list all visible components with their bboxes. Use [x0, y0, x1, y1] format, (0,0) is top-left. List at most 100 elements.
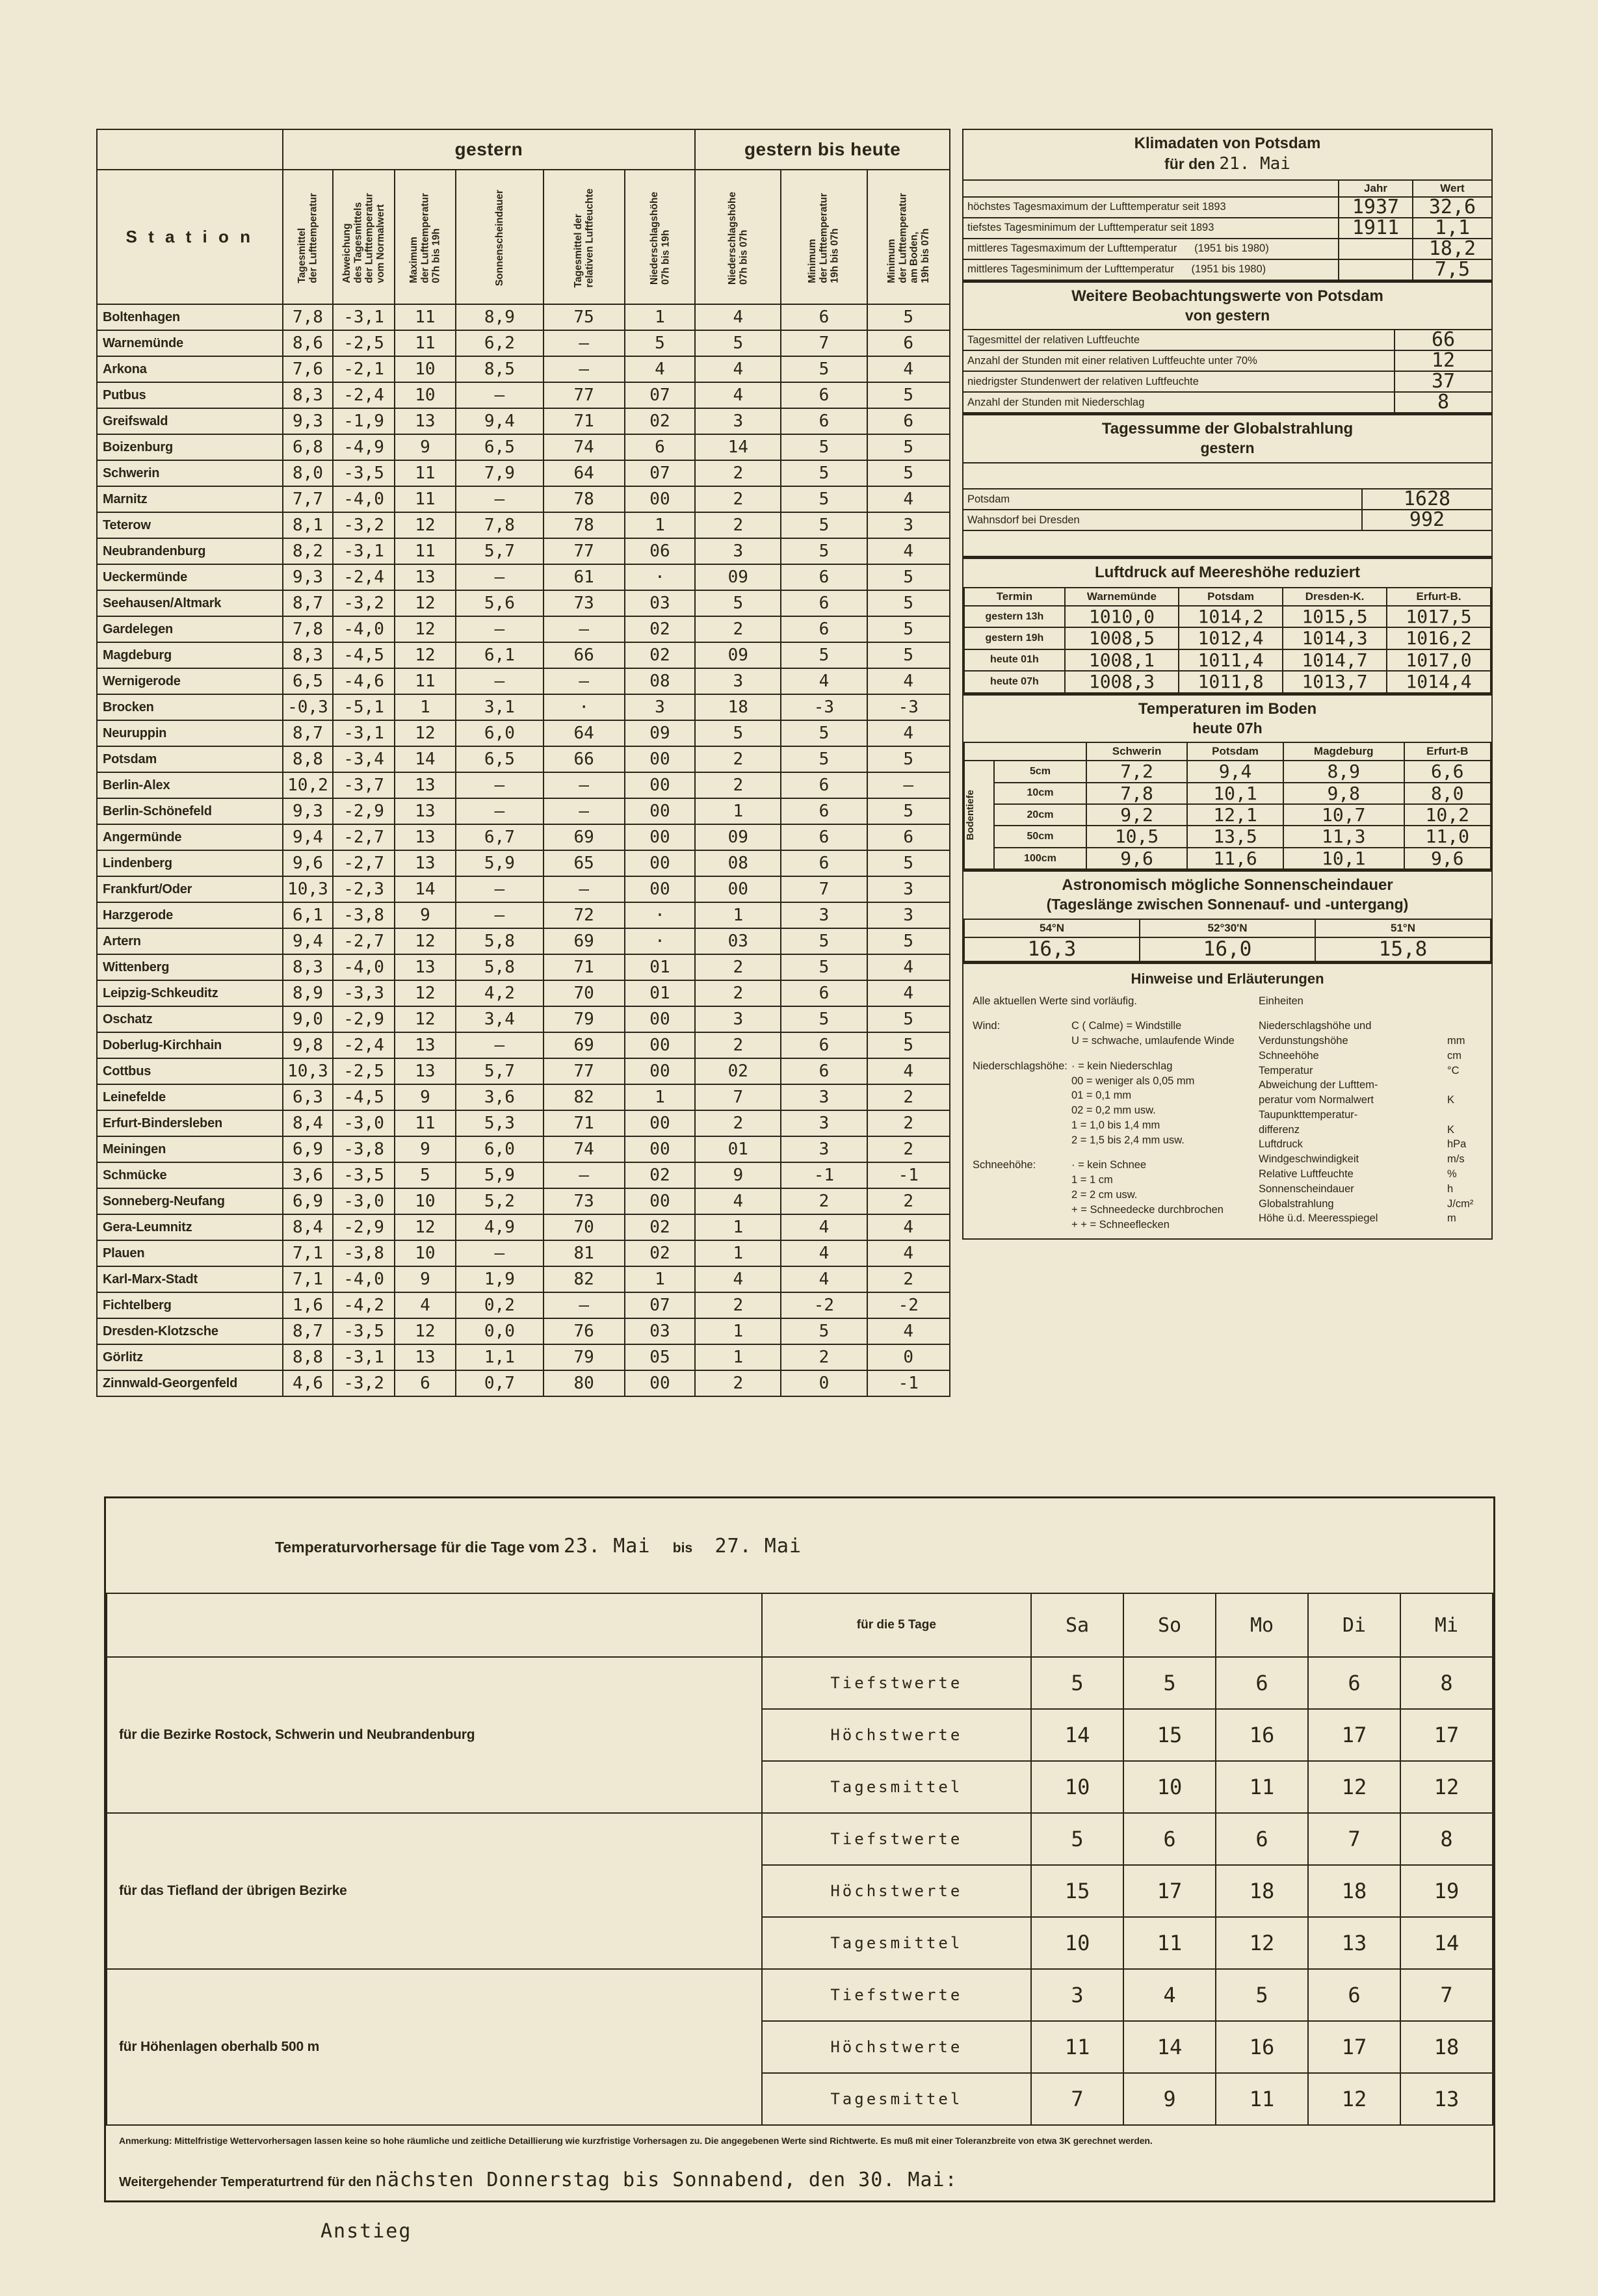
station-value-6: 00 [623, 876, 696, 903]
luftdruck-table: Termin Warnemünde Potsdam Dresden-K. Erfurt-… [963, 587, 1491, 694]
station-value-3: 11 [393, 668, 457, 695]
column-header-text-4: Sonnenscheindauer [493, 190, 505, 287]
station-value-8: 3 [780, 1084, 868, 1111]
bodentemperatur-value-2: 9,8 [1282, 781, 1405, 805]
station-value-2: -3,7 [332, 772, 395, 799]
forecast-value-0: 5 [1030, 1812, 1125, 1866]
station-value-9: 4 [866, 954, 950, 981]
luftdruck-column-header-0: Termin [963, 587, 1066, 607]
sonnenscheindauer-value-0: 16,3 [963, 937, 1140, 962]
station-value-9: 4 [866, 1318, 950, 1345]
table-row: Karl-Marx-Stadt 7,1 -4,0 9 1,9 82 1 4 4 2 [96, 1266, 950, 1293]
legend-schnee-key [973, 1173, 1071, 1188]
legend-unit-symbol-8: hPa [1447, 1138, 1467, 1151]
legend-unit-text-5: peratur vom Normalwert [1259, 1094, 1374, 1106]
station-value-6: 1 [623, 512, 696, 539]
station-value-1: 9,0 [282, 1006, 334, 1033]
station-value-9: 5 [866, 564, 950, 591]
station-value-1: 8,0 [282, 460, 334, 487]
luftdruck-value-3: 1017,5 [1386, 605, 1491, 629]
station-value-4: 5,9 [455, 850, 544, 877]
station-value-4: — [455, 1032, 544, 1059]
beobachtungswerte-value: 8 [1394, 391, 1491, 414]
station-value-4: — [455, 902, 544, 929]
luftdruck-column-header-4: Erfurt-B. [1386, 587, 1491, 607]
station-value-8: 5 [780, 486, 868, 513]
station-value-2: -5,1 [332, 694, 395, 721]
legend-niederschlag-key [973, 1088, 1071, 1103]
forecast-day-header-3: Di [1307, 1593, 1401, 1658]
einheiten-title: Einheiten [1259, 995, 1303, 1007]
legend-niederschlag-line-4: 1 = 1,0 bis 1,4 mm [1071, 1119, 1160, 1131]
luftdruck-value-3: 1017,0 [1386, 648, 1491, 672]
station-value-3: 13 [393, 1058, 457, 1085]
table-row: Arkona 7,6 -2,1 10 8,5—4 4 5 4 [96, 356, 950, 383]
forecast-value-0: 7 [1030, 2072, 1125, 2126]
beobachtungswerte-value: 12 [1394, 350, 1491, 372]
station-value-7: 2 [694, 772, 782, 799]
station-name: Lindenberg [96, 850, 283, 877]
station-value-5: 82 [542, 1084, 625, 1111]
sonnenscheindauer-column-header-0: 54°N [963, 919, 1140, 939]
bodentemperaturen-row: 20cm 9,2 12,1 10,7 10,2 [964, 803, 1491, 827]
station-value-2: -4,5 [332, 1084, 395, 1111]
station-value-5: — [542, 1162, 625, 1189]
klimadaten-year: 1911 [1338, 216, 1413, 239]
luftdruck-column-header-2: Potsdam [1178, 587, 1284, 607]
globalstrahlung-spacer-cell [963, 462, 1491, 489]
station-value-5: 73 [542, 590, 625, 617]
beobachtungswerte-label: Anzahl der Stunden mit einer relativen L… [963, 350, 1395, 372]
forecast-day-header-4: Mi [1399, 1593, 1494, 1658]
station-value-4: 3,4 [455, 1006, 544, 1033]
luftdruck-value-1: 1014,2 [1178, 605, 1284, 629]
station-value-4: 7,8 [455, 512, 544, 539]
station-value-1: 8,4 [282, 1214, 334, 1241]
legend-unit-row: Relative Luftfeuchte% [1259, 1167, 1482, 1182]
table-row: Warnemünde 8,6 -2,5 11 6,2—5 5 7 6 [96, 330, 950, 357]
luftdruck-value-1: 1011,8 [1178, 670, 1284, 694]
station-value-4: — [455, 876, 544, 903]
station-value-3: 9 [393, 902, 457, 929]
station-value-2: -3,1 [332, 304, 395, 331]
luftdruck-value-0: 1008,3 [1064, 670, 1180, 694]
station-value-4: — [455, 382, 544, 409]
station-value-6: 06 [623, 538, 696, 565]
station-value-9: 6 [866, 330, 950, 357]
forecast-bis-label: bis [672, 1541, 693, 1556]
bodentemperatur-value-1: 10,1 [1186, 781, 1284, 805]
column-header-5: Tagesmittel der relativen Luftfeuchte [542, 169, 625, 305]
legend-niederschlag-line-3: 02 = 0,2 mm usw. [1071, 1104, 1156, 1117]
legend-schnee-line-3: + = Schneedecke durchbrochen [1071, 1203, 1224, 1216]
klimadaten-label-text: höchstes Tagesmaximum der Lufttemperatur… [967, 201, 1226, 213]
table-row: Putbus 8,3 -2,4 10—77 07 4 6 5 [96, 382, 950, 409]
forecast-region-name: für die Bezirke Rostock, Schwerin und Ne… [106, 1656, 763, 1814]
column-header-2: Abweichung des Tagesmittels der Lufttemp… [332, 169, 395, 305]
station-value-6: 03 [623, 1318, 696, 1345]
klimadaten-value-header: Wert [1412, 179, 1491, 198]
station-value-4: 5,7 [455, 1058, 544, 1085]
station-value-6: 1 [623, 1266, 696, 1293]
station-value-8: -3 [780, 694, 868, 721]
legend-unit-symbol-10: % [1447, 1168, 1457, 1180]
sonnenscheindauer-title: Astronomisch mögliche Sonnenscheindauer … [963, 870, 1491, 919]
station-value-6: 01 [623, 954, 696, 981]
table-row: Leinefelde 6,3 -4,5 9 3,6 82 1 7 3 2 [96, 1084, 950, 1111]
station-value-7: 2 [694, 980, 782, 1007]
station-value-3: 10 [393, 1240, 457, 1267]
station-value-2: -3,1 [332, 720, 395, 747]
luftdruck-termin: gestern 13h [963, 605, 1066, 629]
station-value-2: -3,3 [332, 980, 395, 1007]
station-value-6: 00 [623, 772, 696, 799]
beobachtungswerte-value: 66 [1394, 329, 1491, 352]
legend-niederschlag-key: Niederschlagshöhe: [973, 1060, 1068, 1072]
station-value-8: 5 [780, 720, 868, 747]
station-value-4: 5,6 [455, 590, 544, 617]
station-value-2: -2,9 [332, 1006, 395, 1033]
forecast-value-0: 14 [1030, 1708, 1125, 1762]
station-name: Warnemünde [96, 330, 283, 357]
station-value-7: 03 [694, 928, 782, 955]
station-value-6: 00 [623, 746, 696, 773]
station-value-7: 18 [694, 694, 782, 721]
column-header-text-6: Niederschlagshöhe 07h bis 19h [648, 192, 671, 285]
